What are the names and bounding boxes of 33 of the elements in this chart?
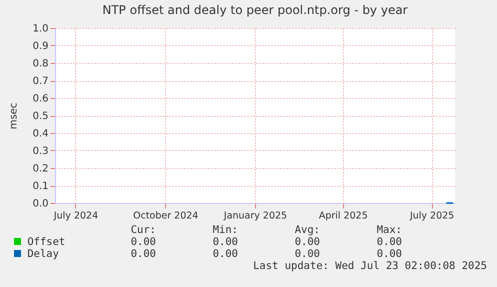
y-tick-label: 0.6 [32, 94, 48, 104]
y-tick-label: 0.1 [32, 181, 48, 192]
legend-label: Delay [26, 248, 60, 260]
text: Last update: Wed Jul 23 02:00:08 2025 [253, 260, 487, 272]
text: 0.00 [376, 236, 402, 248]
text: Min: [212, 224, 238, 236]
text: Avg: [294, 224, 320, 236]
x-tick-label: April 2025 [318, 210, 368, 222]
text: 0.00 [130, 248, 156, 260]
y-tick-label: 0.8 [32, 58, 48, 70]
text: 0.00 [294, 236, 320, 248]
text: 0.00 [294, 248, 320, 260]
legend-label: Offset [26, 236, 66, 248]
y-tick-label: 0.0 [32, 198, 48, 210]
text: 0.00 [212, 236, 238, 248]
x-tick-label: October 2024 [133, 210, 198, 222]
text: Max: [376, 224, 402, 236]
text: 0.00 [130, 236, 156, 248]
y-axis-title: msec [8, 102, 20, 130]
text: 0.00 [212, 248, 238, 260]
y-tick-label: 1.0 [32, 24, 48, 34]
y-tick-label: 0.7 [32, 76, 48, 87]
x-tick-label: July 2024 [52, 210, 98, 222]
y-tick-label: 0.3 [32, 146, 48, 157]
x-tick-label: January 2025 [222, 210, 288, 222]
chart-title: NTP offset and dealy to peer pool.ntp.org - by year [102, 3, 408, 17]
y-tick-label: 0.9 [32, 41, 48, 52]
text: 0.00 [376, 248, 402, 260]
y-tick-label: 0.2 [32, 164, 48, 174]
y-tick-label: 0.5 [32, 111, 48, 122]
text: Cur: [130, 224, 156, 236]
y-tick-label: 0.4 [32, 128, 48, 140]
x-tick-label: July 2025 [408, 210, 454, 222]
